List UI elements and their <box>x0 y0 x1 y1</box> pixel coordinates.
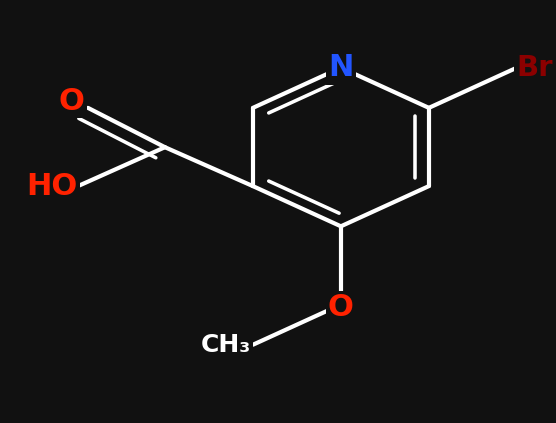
Text: N: N <box>328 53 354 82</box>
Text: HO: HO <box>27 172 78 201</box>
Text: CH₃: CH₃ <box>200 333 251 357</box>
Text: Br: Br <box>516 54 553 82</box>
Text: O: O <box>328 294 354 322</box>
Text: O: O <box>58 87 85 116</box>
